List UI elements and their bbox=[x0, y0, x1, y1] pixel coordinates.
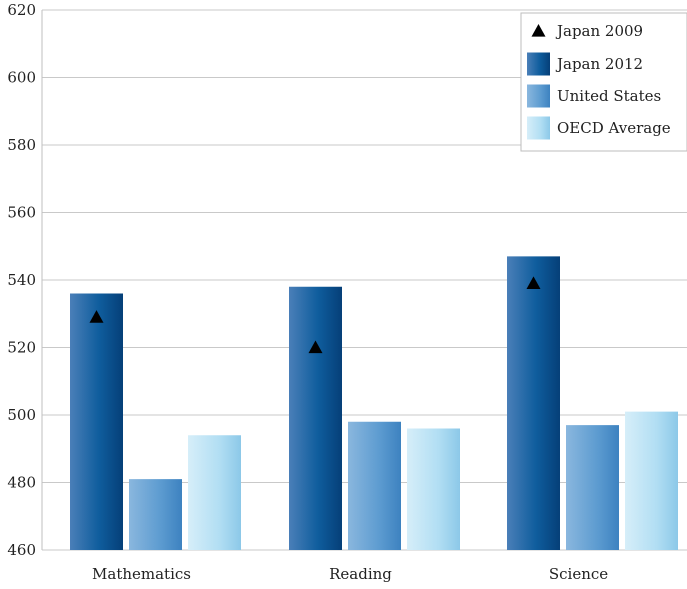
legend-swatch-japan-2009 bbox=[531, 24, 546, 37]
y-tick-label-460: 460 bbox=[7, 541, 36, 559]
bar-united-states-mathematics bbox=[129, 479, 182, 550]
legend-swatch-japan-2012 bbox=[527, 52, 550, 76]
japan-2009-markers bbox=[89, 276, 541, 354]
y-tick-label-540: 540 bbox=[7, 271, 36, 289]
marker-japan-2009-science bbox=[526, 276, 541, 289]
bar-japan-2012-reading bbox=[289, 286, 342, 550]
bar-oecd-average-science bbox=[625, 411, 678, 550]
marker-japan-2009-mathematics bbox=[89, 310, 104, 323]
bars bbox=[70, 256, 678, 550]
x-tick-label-mathematics: Mathematics bbox=[92, 565, 191, 583]
y-tick-label-520: 520 bbox=[7, 339, 36, 357]
legend: Japan 2009 Japan 2012 United States OECD Av… bbox=[520, 12, 687, 152]
x-tick-label-science: Science bbox=[549, 565, 608, 583]
legend-label-oecd-average: OECD Average bbox=[557, 119, 671, 137]
x-axis-ticks: Mathematics Reading Science bbox=[92, 565, 608, 583]
bar-japan-2012-mathematics bbox=[70, 293, 123, 550]
legend-swatch-united-states bbox=[527, 84, 550, 108]
y-axis-ticks: 460 480 500 520 540 560 580 600 620 bbox=[7, 1, 36, 559]
y-tick-label-500: 500 bbox=[7, 406, 36, 424]
legend-label-japan-2009: Japan 2009 bbox=[555, 22, 643, 40]
legend-label-united-states: United States bbox=[557, 87, 661, 105]
y-tick-label-600: 600 bbox=[7, 69, 36, 87]
y-tick-label-480: 480 bbox=[7, 474, 36, 492]
x-tick-label-reading: Reading bbox=[329, 565, 392, 583]
bar-united-states-science bbox=[566, 425, 619, 550]
bar-oecd-average-reading bbox=[407, 428, 460, 550]
legend-swatch-oecd-average bbox=[527, 116, 550, 140]
bar-united-states-reading bbox=[348, 421, 401, 550]
y-tick-label-580: 580 bbox=[7, 136, 36, 154]
legend-label-japan-2012: Japan 2012 bbox=[555, 55, 643, 73]
marker-japan-2009-reading bbox=[308, 340, 323, 354]
bar-oecd-average-mathematics bbox=[188, 435, 241, 550]
bar-japan-2012-science bbox=[507, 256, 560, 550]
y-tick-label-560: 560 bbox=[7, 204, 36, 222]
y-tick-label-620: 620 bbox=[7, 1, 36, 19]
